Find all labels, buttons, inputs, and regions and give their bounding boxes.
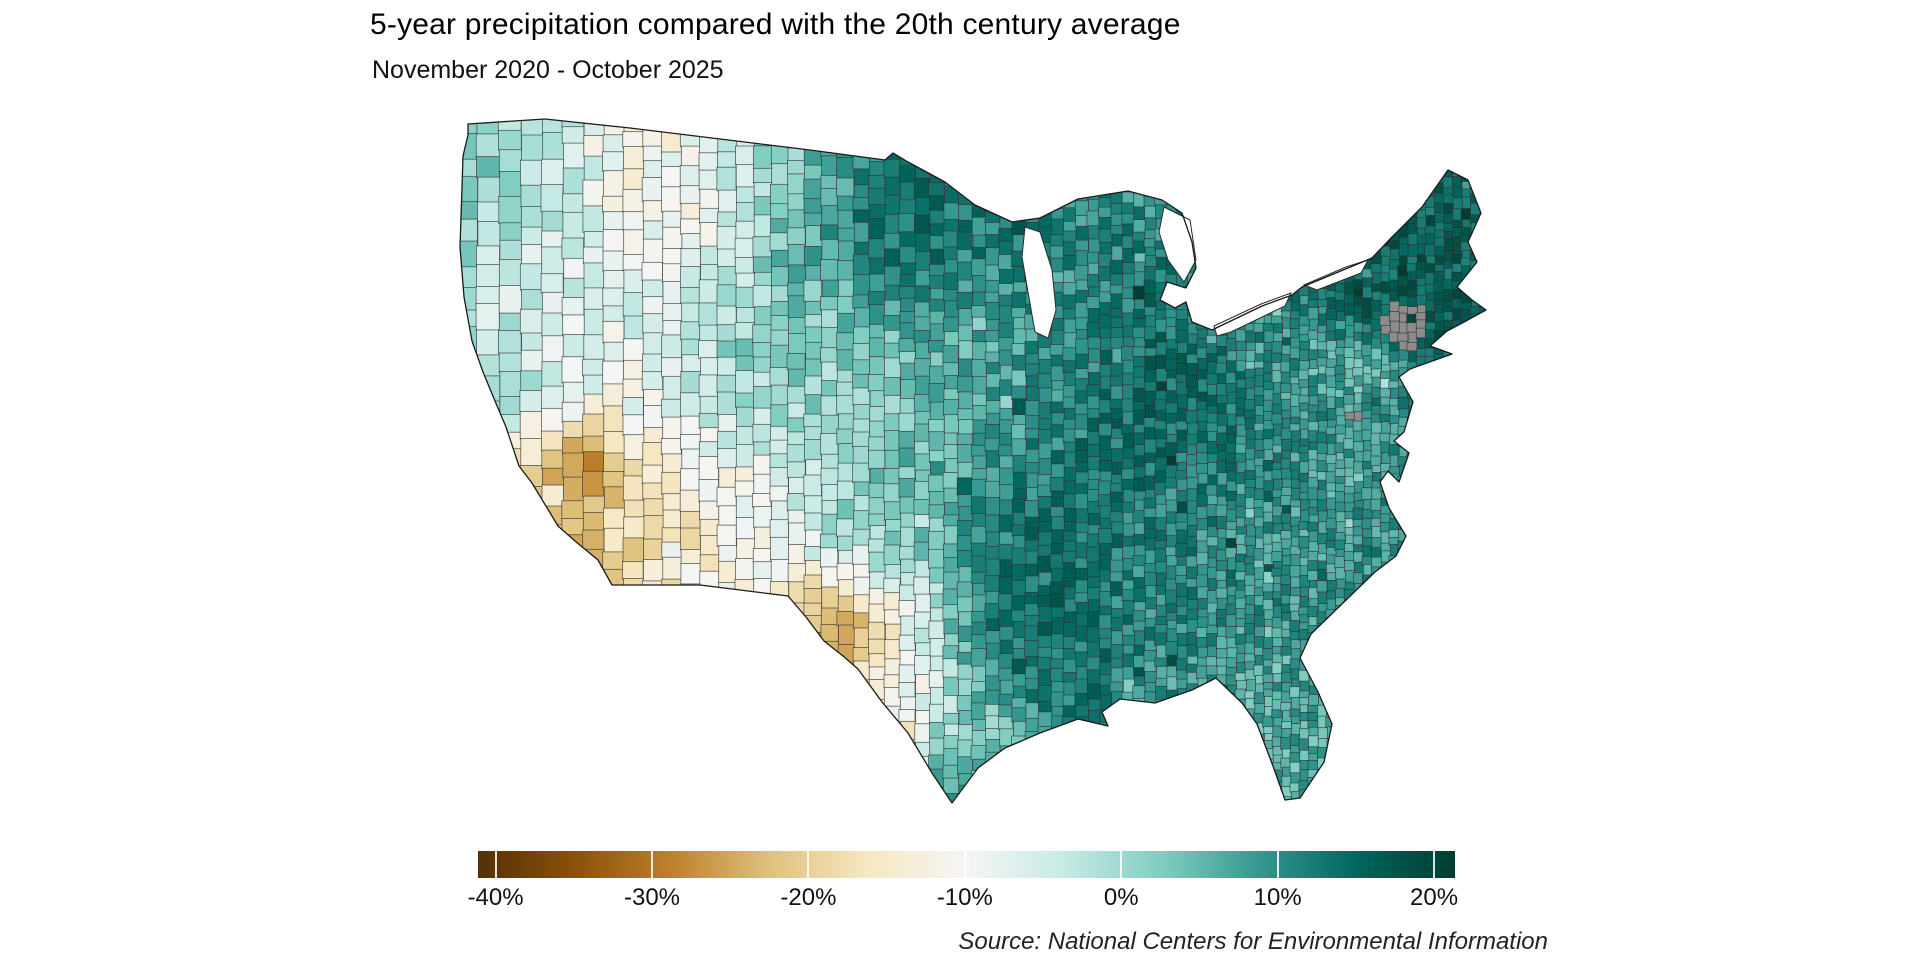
colorbar-tick-label: -20% (780, 884, 837, 911)
colorbar-legend: -40% -30% -20% -10% 0% 10% 20% (468, 851, 1458, 921)
great-lake (1213, 292, 1292, 337)
map-svg (459, 118, 1487, 804)
colorbar-tick-label: 10% (1253, 884, 1302, 911)
chart-subtitle: November 2020 - October 2025 (372, 56, 724, 84)
colorbar-tick-label: -30% (623, 884, 681, 911)
colorbar-tick-label: 0% (1103, 884, 1139, 911)
colorbar-tick-mark (1276, 851, 1279, 878)
chart-title: 5-year precipitation compared with the 2… (370, 8, 1181, 41)
colorbar-tick-mark (963, 851, 966, 878)
county-cells (460, 119, 1486, 803)
colorbar-tick-label: -40% (467, 884, 524, 911)
source-attribution: Source: National Centers for Environment… (958, 928, 1548, 955)
colorbar-tick-label: 20% (1410, 884, 1459, 911)
colorbar-tick-mark (1433, 851, 1436, 878)
colorbar-tick-mark (494, 851, 497, 878)
us-county-choropleth-map (455, 110, 1495, 815)
great-lake (1021, 226, 1057, 339)
colorbar-gradient (478, 851, 1455, 878)
colorbar-tick-label: -10% (936, 884, 993, 911)
us-outline (459, 118, 1487, 804)
great-lake (1302, 259, 1370, 291)
colorbar-tick-mark (807, 851, 810, 878)
colorbar-tick-mark (1120, 851, 1123, 878)
colorbar-tick-mark (651, 851, 653, 878)
